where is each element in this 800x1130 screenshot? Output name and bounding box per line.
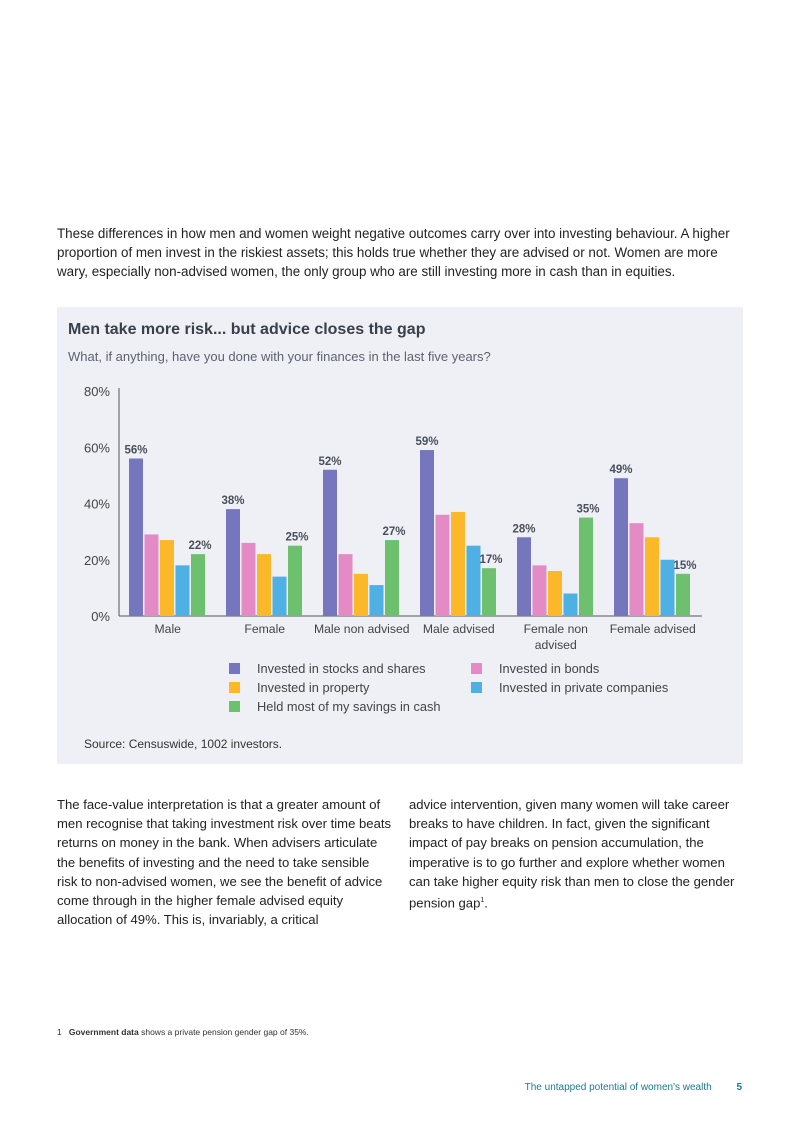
body-text-left: The face-value interpretation is that a …: [57, 797, 392, 928]
legend-swatch: [471, 663, 482, 674]
chart-panel: Men take more risk... but advice closes …: [57, 307, 743, 764]
bar: [676, 573, 690, 616]
y-tick-label: 80%: [84, 384, 110, 399]
bar-value-label: 17%: [479, 554, 502, 566]
bar-value-label: 56%: [124, 445, 147, 457]
bar-value-label: 27%: [382, 526, 405, 538]
bar: [323, 469, 337, 616]
legend-item-stocks: Invested in stocks and shares: [229, 661, 426, 676]
legend-item-private-companies: Invested in private companies: [471, 680, 668, 695]
footer-title: The untapped potential of women's wealth: [524, 1082, 712, 1093]
page-number: 5: [736, 1082, 742, 1093]
y-tick-label: 60%: [84, 440, 110, 455]
legend-swatch: [229, 701, 240, 712]
bar-value-label: 35%: [576, 504, 599, 516]
bar: [257, 554, 271, 616]
bar: [385, 540, 399, 616]
x-tick-label: Male advised: [423, 622, 495, 636]
bar: [579, 517, 593, 616]
y-tick-label: 20%: [84, 553, 110, 568]
chart-source: Source: Censuswide, 1002 investors.: [84, 737, 283, 751]
bar: [144, 534, 159, 616]
footnote-text: shows a private pension gender gap of 35…: [138, 1027, 309, 1037]
bar: [369, 585, 384, 616]
bar-chart: 0% 20% 40% 60% 80% 56% 22% Male 38% 25% Female 52% 2…: [84, 384, 702, 652]
bar: [241, 542, 256, 616]
footnote: 1 Government data shows a private pensio…: [57, 1027, 309, 1037]
x-tick-label: advised: [535, 638, 577, 652]
legend-swatch: [229, 682, 240, 693]
bar: [288, 545, 302, 616]
bar-value-label: 49%: [609, 464, 632, 476]
bar: [517, 537, 531, 616]
bar: [191, 554, 205, 616]
bar: [466, 545, 481, 616]
bar-value-label: 15%: [673, 560, 696, 572]
footnote-ref: 1: [480, 897, 485, 905]
legend-swatch: [471, 682, 482, 693]
legend-label: Invested in bonds: [499, 661, 600, 676]
bar: [614, 478, 628, 616]
y-tick-label: 0%: [91, 609, 110, 624]
bar: [548, 571, 562, 616]
legend-label: Invested in private companies: [499, 680, 669, 695]
bar: [420, 450, 434, 616]
bar-value-label: 28%: [512, 523, 535, 535]
x-tick-label: Male non advised: [314, 622, 410, 636]
bar: [563, 593, 578, 616]
bar-value-label: 38%: [221, 495, 244, 507]
page-footer: The untapped potential of women's wealth…: [525, 1082, 742, 1093]
x-tick-label: Female: [244, 622, 285, 636]
bar: [645, 537, 659, 616]
bar-value-label: 59%: [415, 436, 438, 448]
intro-paragraph: These differences in how men and women w…: [57, 226, 730, 280]
bar: [660, 559, 675, 616]
body-text-right-content: advice intervention, given many women wi…: [409, 797, 735, 911]
legend-label: Held most of my savings in cash: [257, 699, 441, 714]
bar: [338, 554, 353, 616]
legend-item-property: Invested in property: [229, 680, 369, 695]
chart-subtitle: What, if anything, have you done with yo…: [68, 349, 491, 364]
bar: [226, 509, 240, 616]
bar: [629, 523, 644, 616]
body-text-right: advice intervention, given many women wi…: [409, 797, 735, 911]
y-tick-label: 40%: [84, 497, 110, 512]
bar: [129, 458, 143, 616]
chart-title: Men take more risk... but advice closes …: [68, 321, 426, 338]
bar: [160, 540, 174, 616]
bar: [354, 573, 368, 616]
bar: [272, 576, 287, 616]
legend-item-bonds: Invested in bonds: [471, 661, 599, 676]
bar: [532, 565, 547, 616]
legend-swatch: [229, 663, 240, 674]
chart-legend: Invested in stocks and shares Invested i…: [229, 661, 729, 721]
bar: [451, 511, 465, 616]
x-tick-label: Female non: [524, 622, 588, 636]
bar: [175, 565, 190, 616]
legend-label: Invested in stocks and shares: [257, 661, 426, 676]
footnote-bold: Government data: [68, 1027, 139, 1037]
bar-value-label: 52%: [318, 456, 341, 468]
bar: [435, 514, 450, 616]
bar-value-label: 25%: [285, 532, 308, 544]
legend-label: Invested in property: [257, 680, 370, 695]
bar: [482, 568, 496, 616]
footnote-number: 1: [57, 1027, 62, 1037]
x-tick-label: Male: [155, 622, 182, 636]
x-tick-label: Female advised: [610, 622, 696, 636]
bar-value-label: 22%: [188, 540, 211, 552]
legend-item-cash: Held most of my savings in cash: [229, 699, 441, 714]
